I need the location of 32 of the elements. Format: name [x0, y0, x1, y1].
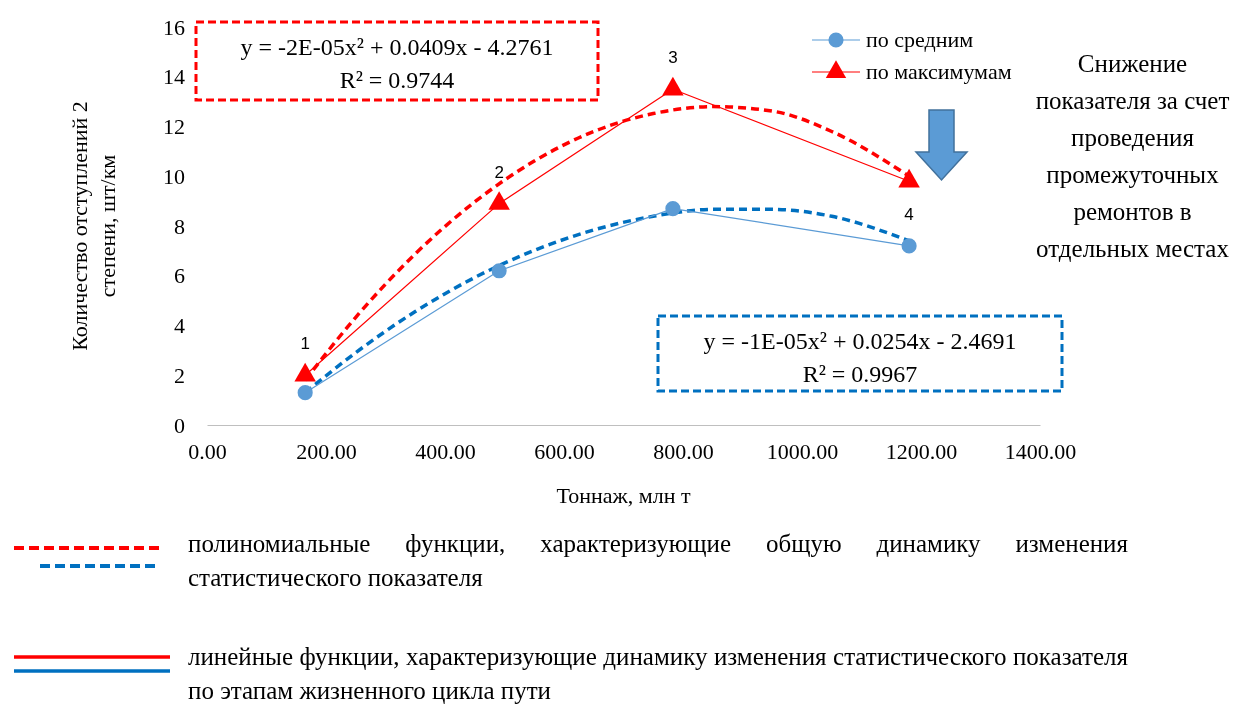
annotation: R² = 0.9744: [339, 67, 455, 93]
y-tick-label: 0: [174, 412, 185, 438]
annotation: y = -2E-05x² + 0.0409x - 4.2761: [240, 34, 554, 60]
legend-label: по средним: [866, 27, 974, 52]
annotation: Снижение показателя за счет проведения промежуточных ремонтов в отдельных местах: [1034, 49, 1231, 264]
y-tick-label: 12: [163, 114, 185, 140]
x-tick-label: 1400.00: [1004, 438, 1077, 464]
text: линейные функции, характеризующие динамику изменения статистического показателя по этапам жизненного цикла пути: [188, 642, 1128, 704]
y-tick-label: 16: [163, 14, 185, 40]
annotation: R² = 0.9967: [802, 361, 918, 387]
x-tick-label: 200.00: [296, 438, 357, 464]
x-tick-label: 600.00: [534, 438, 595, 464]
x-tick-label: 400.00: [415, 438, 476, 464]
y-tick-label: 6: [174, 263, 185, 289]
annotation: 1: [300, 334, 310, 354]
y-axis-title: Количество отступлений 2 степени, шт/км: [67, 101, 120, 351]
annotation: y = -1E-05x² + 0.0254x - 2.4691: [703, 328, 1017, 354]
y-tick-label: 4: [174, 313, 185, 339]
y-tick-label: 2: [174, 362, 185, 388]
text: полиномиальные функции, характеризующие общую динамику изменения статистического показателя: [188, 529, 1128, 593]
y-tick-label: 8: [174, 213, 185, 239]
y-tick-label: 10: [163, 163, 185, 189]
x-tick-label: 0.00: [188, 438, 227, 464]
x-tick-label: 1200.00: [885, 438, 958, 464]
x-tick-label: 1000.00: [766, 438, 839, 464]
annotation: 2: [494, 162, 504, 182]
y-tick-label: 14: [163, 64, 185, 90]
x-tick-label: 800.00: [653, 438, 714, 464]
annotation: 4: [904, 204, 914, 224]
legend-label: по максимумам: [866, 59, 1012, 84]
annotation: 3: [668, 48, 678, 68]
x-axis-title: Тоннаж, млн т: [556, 483, 691, 508]
